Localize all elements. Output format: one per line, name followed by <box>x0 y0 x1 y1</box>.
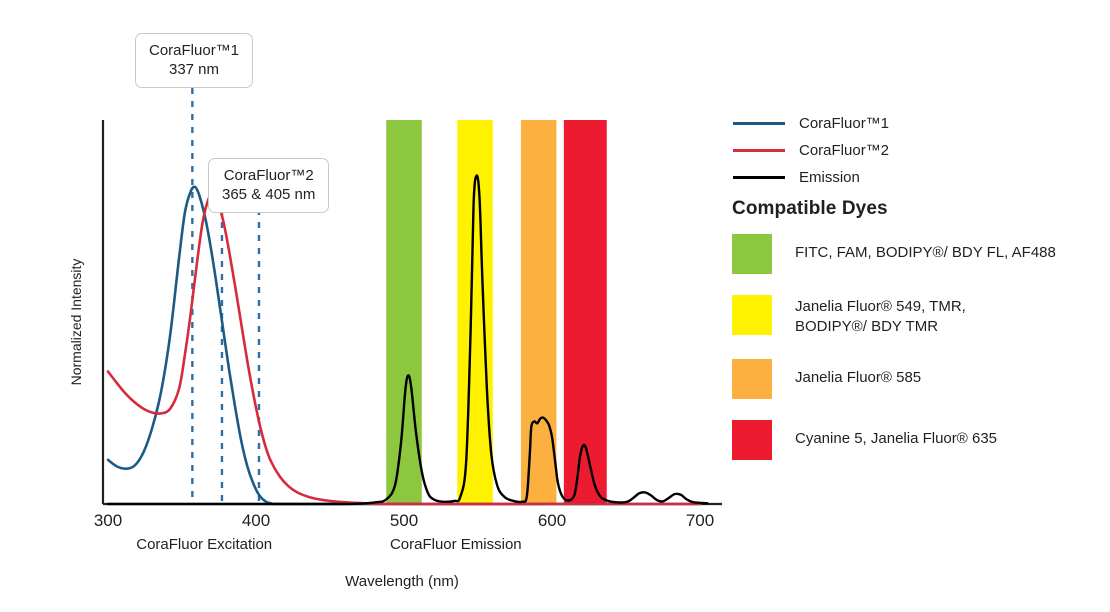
legend-row-corafluor1: CoraFluor™1 <box>733 110 1103 137</box>
spectral-curves <box>106 174 709 506</box>
callout-corafluor1: CoraFluor™1 337 nm <box>135 33 254 89</box>
dye-color-swatch <box>732 234 772 274</box>
spectra-svg: 300 400 500 600 700 CoraFluor Excitation CoraF… <box>68 88 722 590</box>
dye-row: Janelia Fluor® 585 <box>732 358 1108 399</box>
dye-row: Janelia Fluor® 549, TMR, BODIPY®/ BDY TMR <box>732 295 1108 338</box>
orange-band <box>520 120 557 504</box>
chart-plot-area: 300 400 500 600 700 CoraFluor Excitation CoraF… <box>68 33 722 590</box>
series-legend: CoraFluor™1 CoraFluor™2 Emission <box>733 110 1103 191</box>
legend-line-label: Emission <box>799 169 860 186</box>
callout-corafluor2-value: 365 & 405 nm <box>222 186 316 204</box>
red-band <box>563 120 607 504</box>
dye-label-line1: Janelia Fluor® 585 <box>795 368 922 386</box>
dye-label-line1: Cyanine 5, Janelia Fluor® 635 <box>795 429 998 447</box>
legend-panel: CoraFluor™1 CoraFluor™2 Emission Compatibl… <box>730 0 1110 612</box>
curve-corafluor2 <box>106 193 702 506</box>
x-tick-label-400: 400 <box>242 511 270 530</box>
x-axis-title: Wavelength (nm) <box>345 573 459 590</box>
x-tick-label-700: 700 <box>686 511 714 530</box>
dye-row: FITC, FAM, BODIPY®/ BDY FL, AF488 <box>732 234 1108 274</box>
emission-band-group <box>386 120 607 504</box>
y-axis-title: Normalized Intensity <box>68 259 84 386</box>
legend-line-swatch <box>733 149 785 152</box>
legend-line-swatch <box>733 176 785 179</box>
curve-emission <box>106 174 709 506</box>
legend-row-corafluor2: CoraFluor™2 <box>733 137 1103 164</box>
dye-color-swatch <box>732 419 772 460</box>
emission-range-label: CoraFluor Emission <box>390 536 522 553</box>
compatible-dyes-heading: Compatible Dyes <box>732 198 888 219</box>
green-band <box>386 120 422 504</box>
dye-label-line1: FITC, FAM, BODIPY®/ BDY FL, AF488 <box>795 244 1056 261</box>
dye-color-swatch <box>732 295 772 335</box>
dye-label-line1: Janelia Fluor® 549, TMR, <box>795 298 966 315</box>
dye-label: FITC, FAM, BODIPY®/ BDY FL, AF488 <box>795 234 1056 263</box>
legend-line-swatch <box>733 122 785 125</box>
excitation-marker-lines <box>191 88 261 504</box>
x-tick-label-600: 600 <box>538 511 566 530</box>
dye-label-line2: BODIPY®/ BDY TMR <box>795 318 939 336</box>
dye-label: Janelia Fluor® 549, TMR, BODIPY®/ BDY TMR <box>795 295 966 338</box>
x-tick-label-500: 500 <box>390 511 418 530</box>
legend-line-label: CoraFluor™1 <box>799 115 890 132</box>
legend-line-label: CoraFluor™2 <box>799 142 890 159</box>
callout-corafluor1-title: CoraFluor™1 <box>149 42 240 59</box>
axis-labels: 300 400 500 600 700 CoraFluor Excitation CoraF… <box>68 259 714 590</box>
callout-corafluor2: CoraFluor™2 365 & 405 nm <box>208 158 330 214</box>
callout-corafluor2-title: CoraFluor™2 <box>223 167 314 184</box>
dye-color-swatch <box>732 358 772 399</box>
callout-corafluor1-value: 337 nm <box>168 61 220 79</box>
dye-row: Cyanine 5, Janelia Fluor® 635 <box>732 419 1108 460</box>
legend-row-emission: Emission <box>733 164 1103 191</box>
x-tick-label-300: 300 <box>94 511 122 530</box>
dye-label: Cyanine 5, Janelia Fluor® 635 <box>795 420 997 449</box>
dye-label: Janelia Fluor® 585 <box>795 359 921 388</box>
compatible-dyes-list: FITC, FAM, BODIPY®/ BDY FL, AF488 Janelia… <box>732 234 1108 481</box>
excitation-range-label: CoraFluor Excitation <box>136 536 272 553</box>
curve-corafluor1 <box>106 185 702 506</box>
